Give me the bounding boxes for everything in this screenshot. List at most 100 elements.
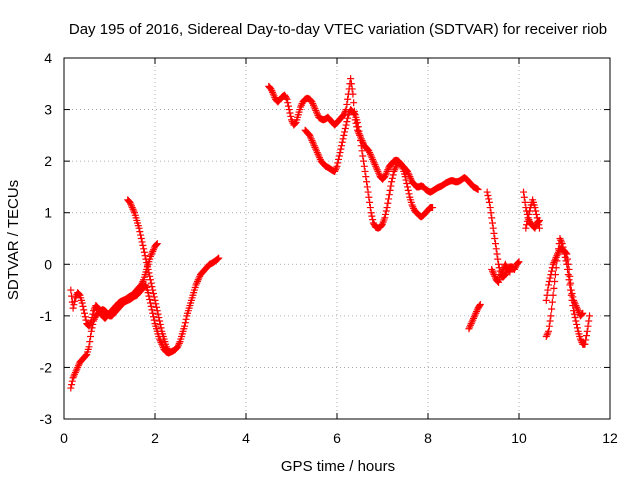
data-point <box>403 179 411 187</box>
series-arc8 <box>488 260 514 286</box>
data-point <box>164 346 172 354</box>
data-point <box>157 324 165 332</box>
data-point <box>287 112 295 120</box>
data-point <box>357 137 365 145</box>
data-point <box>153 241 161 249</box>
data-point <box>523 221 531 229</box>
data-point <box>355 127 363 135</box>
data-point <box>565 265 573 273</box>
data-point <box>408 201 416 209</box>
data-point <box>297 101 305 109</box>
data-point <box>561 248 569 256</box>
data-point <box>139 241 147 249</box>
data-point <box>489 269 497 277</box>
data-point <box>145 269 153 277</box>
data-point <box>146 299 154 307</box>
data-point <box>549 260 557 268</box>
data-point <box>310 103 318 111</box>
data-point <box>497 271 505 279</box>
data-point <box>154 310 162 318</box>
data-point <box>146 276 154 284</box>
data-point <box>369 216 377 224</box>
data-point <box>563 250 571 258</box>
data-point <box>567 286 575 294</box>
data-point <box>127 200 135 208</box>
data-point <box>570 296 578 304</box>
data-point <box>194 276 202 284</box>
data-point <box>548 298 556 306</box>
data-point <box>511 264 519 272</box>
data-point <box>510 265 518 273</box>
data-point <box>498 267 506 275</box>
data-point <box>401 173 409 181</box>
data-point <box>145 292 153 300</box>
data-point <box>358 147 366 155</box>
data-point <box>564 260 572 268</box>
data-point <box>532 207 540 215</box>
data-point <box>392 162 400 170</box>
data-point <box>144 265 152 273</box>
data-point <box>520 193 528 201</box>
data-point <box>285 106 293 114</box>
data-point <box>314 150 322 158</box>
data-point <box>485 198 493 206</box>
data-point <box>494 255 502 263</box>
series-arc10 <box>522 196 543 232</box>
y-tick-label: -2 <box>40 359 53 375</box>
data-point <box>181 322 189 330</box>
data-point <box>501 260 509 268</box>
data-point <box>309 140 317 148</box>
data-point <box>384 199 392 207</box>
data-point <box>505 267 513 275</box>
data-point <box>398 163 406 171</box>
data-point <box>73 365 81 373</box>
data-point <box>369 155 377 163</box>
data-point <box>74 290 82 298</box>
data-point <box>547 271 555 279</box>
data-point <box>153 307 161 315</box>
data-point <box>386 186 394 194</box>
series-arc12 <box>542 245 587 320</box>
data-point <box>343 118 351 126</box>
data-point <box>312 145 320 153</box>
data-point <box>367 152 375 160</box>
x-tick-label: 6 <box>333 430 341 446</box>
data-point <box>312 106 320 114</box>
data-point <box>545 281 553 289</box>
data-point <box>360 162 368 170</box>
series-arc5 <box>301 106 437 232</box>
data-point <box>371 161 379 169</box>
data-points <box>67 75 594 392</box>
data-point <box>306 131 314 139</box>
data-point <box>291 119 299 127</box>
data-point <box>493 250 501 258</box>
data-point <box>69 374 77 382</box>
data-point <box>311 105 319 113</box>
plot-frame <box>63 57 611 420</box>
data-point <box>70 372 78 380</box>
data-point <box>181 319 189 327</box>
data-point <box>397 160 405 168</box>
data-point <box>520 188 528 196</box>
data-point <box>388 178 396 186</box>
data-point <box>332 164 340 172</box>
data-point <box>71 370 79 378</box>
data-point <box>195 274 203 282</box>
data-point <box>466 323 474 331</box>
data-point <box>515 258 523 266</box>
data-point <box>402 176 410 184</box>
data-point <box>467 320 475 328</box>
data-point <box>498 269 506 277</box>
data-point <box>571 314 579 322</box>
data-point <box>354 123 362 131</box>
data-point <box>465 325 473 333</box>
data-point <box>533 214 541 222</box>
data-point <box>214 255 222 263</box>
data-point <box>149 313 157 321</box>
data-point <box>142 255 150 263</box>
data-point <box>67 384 75 392</box>
data-point <box>156 337 164 345</box>
data-point <box>90 317 98 325</box>
data-point <box>506 268 514 276</box>
data-point <box>557 238 565 246</box>
